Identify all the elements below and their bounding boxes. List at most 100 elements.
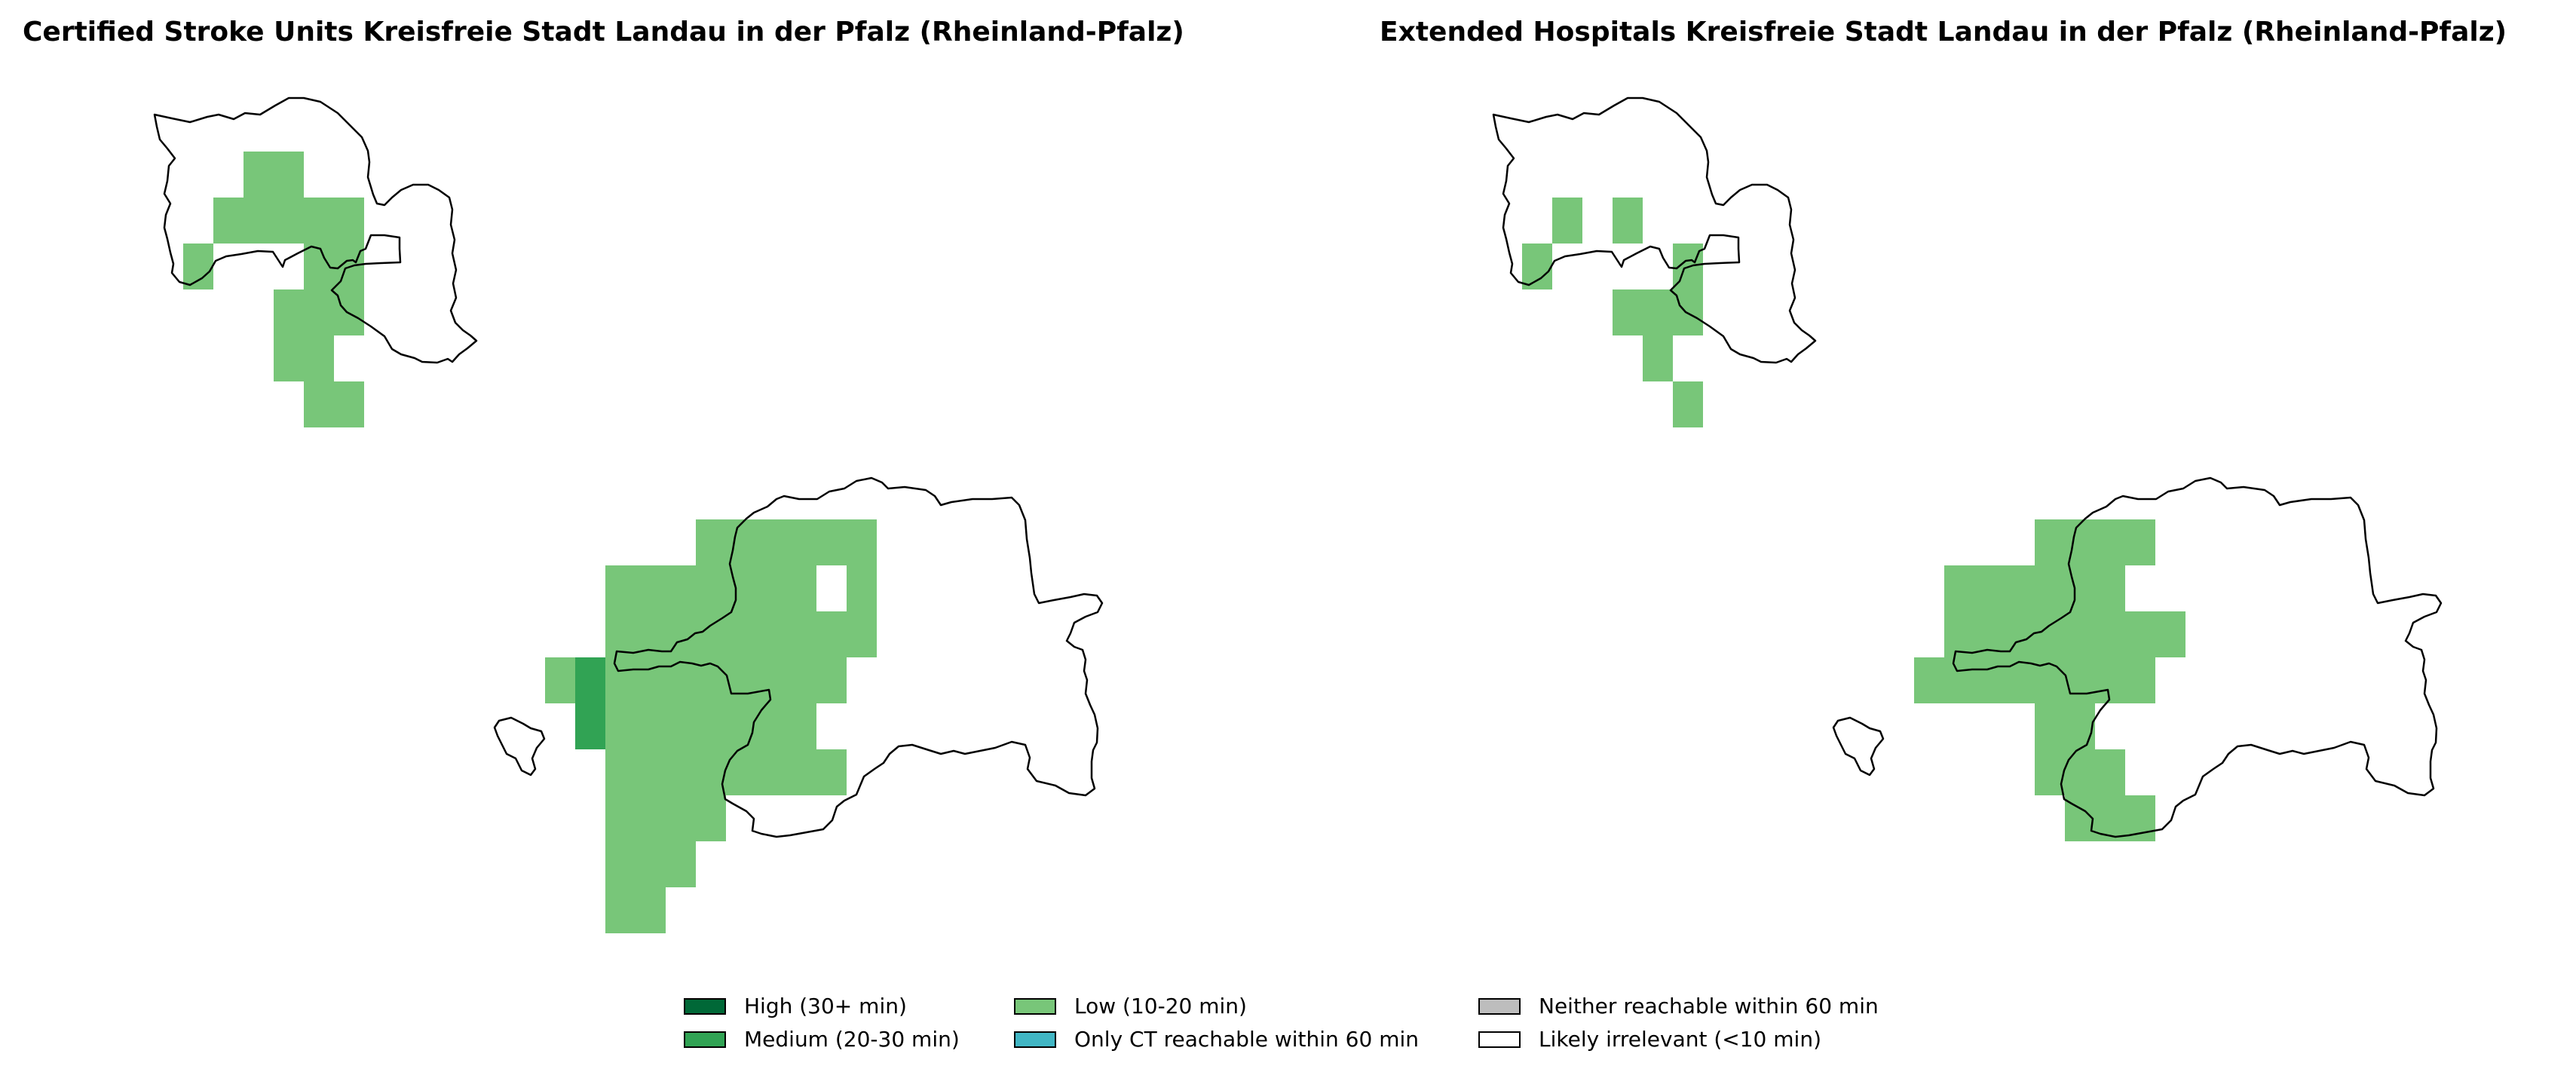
grid-cell-low <box>274 152 304 198</box>
legend-item-neither: Neither reachable within 60 min <box>1478 994 1879 1018</box>
grid-cell-low <box>786 565 816 611</box>
grid-cell-low <box>334 381 364 427</box>
grid-cell-low <box>1643 335 1673 381</box>
grid-cell-low <box>244 152 274 198</box>
grid-cell-medium <box>575 703 605 749</box>
legend-swatch-low <box>1014 997 1056 1015</box>
grid-cell-low <box>786 703 816 749</box>
grid-cell-low <box>636 749 666 795</box>
grid-cell-low <box>605 841 636 887</box>
district-boundary-enclave <box>493 716 546 776</box>
grid-cell-low <box>1522 244 1552 289</box>
grid-cell-low <box>726 611 756 657</box>
grid-cell-low <box>1974 657 2005 703</box>
grid-cell-low <box>696 795 726 841</box>
grid-cell-low <box>2035 749 2065 795</box>
grid-cell-low <box>1944 565 1974 611</box>
grid-cell-low <box>274 335 304 381</box>
grid-cell-low <box>274 198 304 244</box>
grid-cell-low <box>816 657 847 703</box>
grid-cell-low <box>2125 519 2155 565</box>
district-boundary-north <box>153 96 478 364</box>
grid-cell-low <box>213 198 244 244</box>
grid-cell-low <box>605 565 636 611</box>
grid-cell-low <box>274 289 304 335</box>
grid-cell-low <box>2005 657 2035 703</box>
grid-cell-low <box>1974 565 2005 611</box>
legend-label-medium: Medium (20-30 min) <box>744 1027 960 1052</box>
grid-cell-low <box>2065 749 2095 795</box>
grid-cell-low <box>2125 657 2155 703</box>
legend-item-high: High (30+ min) <box>684 994 907 1018</box>
legend-label-low: Low (10-20 min) <box>1074 994 1247 1018</box>
map-title-right: Extended Hospitals Kreisfreie Stadt Land… <box>1380 17 2507 47</box>
grid-cell-low <box>816 749 847 795</box>
map-stroke-units <box>153 96 1104 933</box>
grid-cell-low <box>756 611 786 657</box>
grid-cell-low <box>666 749 696 795</box>
legend-swatch-neither <box>1478 997 1521 1015</box>
grid-cell-low <box>786 519 816 565</box>
grid-cell-low <box>696 749 726 795</box>
grid-cell-low <box>666 657 696 703</box>
grid-cell-low <box>2065 611 2095 657</box>
legend-swatch-irrelevant <box>1478 1031 1521 1048</box>
legend-swatch-only-ct <box>1014 1031 1056 1048</box>
legend-item-only-ct: Only CT reachable within 60 min <box>1014 1027 1419 1052</box>
grid-cell-low <box>1643 289 1673 335</box>
grid-cell-low <box>726 657 756 703</box>
grid-cell-low <box>2005 565 2035 611</box>
grid-cell-low <box>2035 519 2065 565</box>
grid-cell-low <box>1613 198 1643 244</box>
grid-cell-low <box>183 244 213 289</box>
grid-cell-low <box>666 795 696 841</box>
grid-cell-low <box>304 198 334 244</box>
grid-cell-low <box>666 565 696 611</box>
grid-cell-low <box>816 519 847 565</box>
grid-cell-low <box>786 749 816 795</box>
grid-cell-low <box>2035 565 2065 611</box>
grid-cell-low <box>666 841 696 887</box>
grid-cell-low <box>636 657 666 703</box>
grid-cell-low <box>666 703 696 749</box>
grid-cell-low <box>244 198 274 244</box>
grid-cell-low <box>786 611 816 657</box>
grid-cell-low <box>816 611 847 657</box>
grid-cell-low <box>304 335 334 381</box>
grid-cell-low <box>2095 749 2125 795</box>
legend-label-neither: Neither reachable within 60 min <box>1539 994 1879 1018</box>
legend-swatch-medium <box>684 1031 726 1048</box>
grid-cell-low <box>636 841 666 887</box>
map-extended-hospitals <box>1492 96 2443 841</box>
grid-cell-low <box>2065 565 2095 611</box>
grid-cell-low <box>545 657 575 703</box>
grid-cell-low <box>636 565 666 611</box>
map-title-left: Certified Stroke Units Kreisfreie Stadt … <box>23 17 1184 47</box>
grid-cell-low <box>756 565 786 611</box>
grid-cell-low <box>2155 611 2185 657</box>
grid-cell-low <box>605 657 636 703</box>
district-boundary-south <box>1952 476 2443 838</box>
grid-cell-low <box>756 519 786 565</box>
grid-cell-low <box>605 749 636 795</box>
grid-cell-low <box>756 657 786 703</box>
grid-cell-low <box>696 565 726 611</box>
grid-cell-low <box>2065 703 2095 749</box>
legend-label-irrelevant: Likely irrelevant (<10 min) <box>1539 1027 1821 1052</box>
district-boundary-south <box>613 476 1104 838</box>
grid-cell-low <box>2125 611 2155 657</box>
grid-cell-low <box>1944 611 1974 657</box>
legend-label-high: High (30+ min) <box>744 994 907 1018</box>
legend-item-low: Low (10-20 min) <box>1014 994 1247 1018</box>
grid-cell-low <box>605 703 636 749</box>
grid-cell-low <box>1914 657 1944 703</box>
legend-swatch-high <box>684 997 726 1015</box>
grid-cell-low <box>696 703 726 749</box>
grid-cell-low <box>2005 611 2035 657</box>
grid-cell-low <box>1673 381 1703 427</box>
grid-cell-low <box>726 749 756 795</box>
grid-cell-low <box>2035 703 2065 749</box>
legend-item-irrelevant: Likely irrelevant (<10 min) <box>1478 1027 1821 1052</box>
legend-item-medium: Medium (20-30 min) <box>684 1027 960 1052</box>
grid-cell-low <box>726 565 756 611</box>
